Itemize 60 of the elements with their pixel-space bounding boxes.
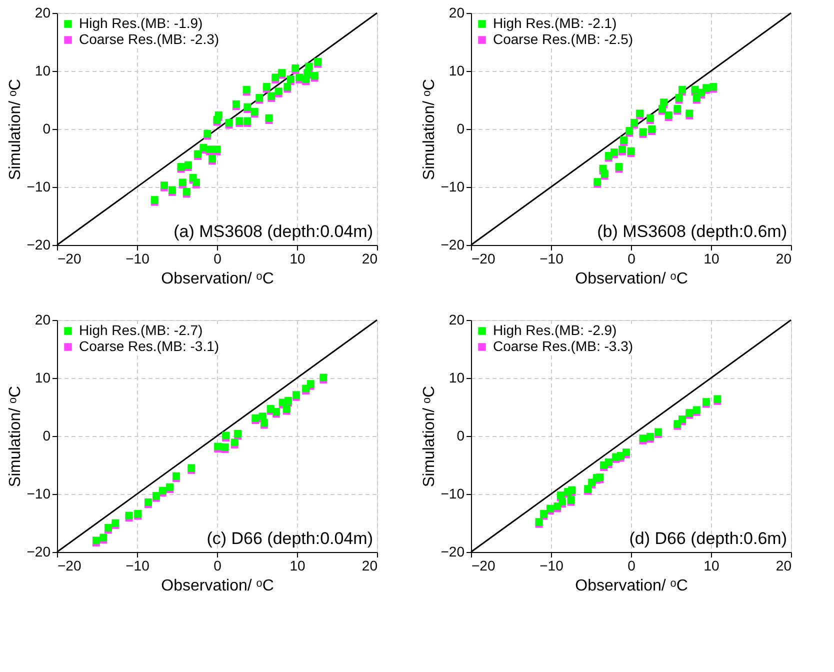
y-axis-title: Simulation/ ᵒC (6, 78, 24, 180)
annotation: (d) D66 (depth:0.6m) (629, 529, 787, 548)
x-tick-label: 0 (628, 250, 636, 266)
legend-label: Coarse Res.(MB: -3.1) (79, 338, 220, 354)
legend-label: Coarse Res.(MB: -2.5) (493, 31, 634, 47)
annotation: (c) D66 (depth:0.04m) (206, 529, 373, 548)
y-tick-label: 10 (448, 62, 465, 78)
x-tick-label: 20 (776, 250, 792, 266)
legend-label: High Res.(MB: -2.1) (493, 15, 617, 31)
x-tick-label: −20 (472, 250, 496, 266)
y-tick-label: −10 (26, 486, 51, 502)
x-tick-label: −20 (472, 558, 496, 574)
y-tick-label: −10 (26, 178, 51, 194)
x-tick-label: 0 (214, 558, 222, 574)
y-tick-label: 0 (42, 120, 51, 136)
x-tick-label: −10 (540, 250, 564, 266)
y-tick-label: 10 (448, 370, 465, 386)
x-tick-label: 20 (362, 558, 378, 574)
y-tick-label: 10 (34, 62, 51, 78)
annotation: (a) MS3608 (depth:0.04m) (174, 222, 373, 241)
y-tick-label: −10 (440, 178, 465, 194)
y-axis-title: Simulation/ ᵒC (6, 386, 24, 488)
x-tick-label: −10 (126, 250, 150, 266)
y-tick-label: −20 (26, 544, 51, 560)
y-tick-label: 20 (448, 4, 465, 20)
y-tick-label: 20 (34, 312, 51, 328)
legend-label: Coarse Res.(MB: -2.3) (79, 31, 220, 47)
x-tick-label: 10 (704, 250, 720, 266)
y-tick-label: 0 (42, 428, 51, 444)
x-axis-title: Observation/ ᵒC (161, 578, 274, 594)
x-tick-label: 10 (290, 250, 306, 266)
x-tick-label: 20 (362, 250, 378, 266)
y-axis-title: Simulation/ ᵒC (420, 78, 438, 180)
y-tick-label: 0 (456, 120, 465, 136)
x-axis-title: Observation/ ᵒC (575, 578, 688, 594)
x-axis-title: Observation/ ᵒC (575, 270, 688, 288)
x-tick-label: −10 (540, 558, 564, 574)
y-tick-label: −20 (26, 236, 51, 252)
x-tick-label: 0 (214, 250, 222, 266)
legend-label: High Res.(MB: -2.9) (493, 322, 617, 338)
x-tick-label: 10 (704, 558, 720, 574)
x-tick-label: 0 (628, 558, 636, 574)
x-tick-label: 10 (290, 558, 306, 574)
y-tick-label: −10 (440, 486, 465, 502)
legend-label: High Res.(MB: -2.7) (79, 322, 203, 338)
annotation: (b) MS3608 (depth:0.6m) (597, 222, 787, 241)
legend-label: High Res.(MB: -1.9) (79, 15, 203, 31)
y-tick-label: 20 (448, 312, 465, 328)
y-tick-label: 10 (34, 370, 51, 386)
x-tick-label: 20 (776, 558, 792, 574)
x-tick-label: −20 (58, 250, 82, 266)
x-tick-label: −10 (126, 558, 150, 574)
y-axis-title: Simulation/ ᵒC (420, 386, 438, 488)
y-tick-label: 0 (456, 428, 465, 444)
y-tick-label: −20 (440, 544, 465, 560)
y-tick-label: −20 (440, 236, 465, 252)
x-tick-label: −20 (58, 558, 82, 574)
x-axis-title: Observation/ ᵒC (161, 270, 274, 288)
y-tick-label: 20 (34, 4, 51, 20)
legend-label: Coarse Res.(MB: -3.3) (493, 338, 634, 354)
